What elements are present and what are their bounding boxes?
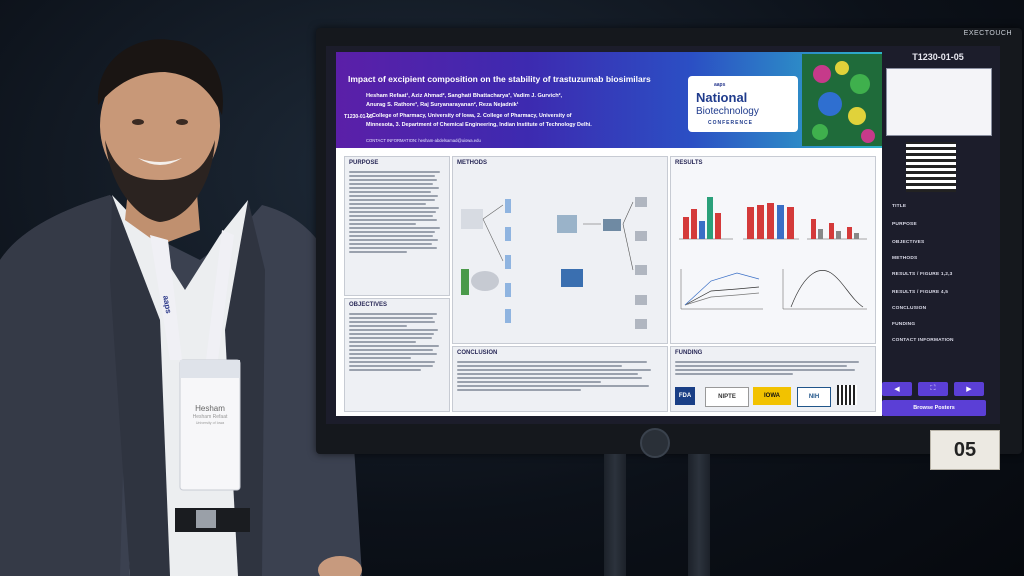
poster-affiliations: 1. College of Pharmacy, University of Io… [366, 112, 686, 129]
nav-item-methods[interactable]: METHODS [892, 256, 918, 261]
results-panel: RESULTS [670, 156, 876, 344]
figure-1-bars [679, 197, 733, 240]
affiliation-line-1: 1. College of Pharmacy, University of Io… [366, 113, 572, 119]
poster-contact: CONTACT INFORMATION: hesham-abdelsamad@u… [366, 138, 481, 143]
conference-name-line-1: National [696, 90, 748, 105]
expand-icon: ⛶ [930, 385, 936, 392]
arrow-left-icon: ◀ [894, 386, 900, 393]
poster-title: Impact of excipient composition on the s… [348, 74, 651, 84]
conference-org: aaps [714, 82, 726, 88]
nav-item-conclusion[interactable]: CONCLUSION [892, 306, 927, 311]
objectives-heading: OBJECTIVES [349, 302, 388, 308]
iowa-logo: IOWA [753, 387, 791, 405]
nav-item-results-1[interactable]: RESULTS / FIGURE 1,2,3 [892, 272, 953, 277]
monitor-brand: EXECTOUCH [963, 30, 1012, 37]
nav-item-results-2[interactable]: RESULTS / FIGURE 4,5 [892, 290, 949, 295]
badge-affiliation: University of Iowa [195, 421, 225, 425]
methods-panel: METHODS [452, 156, 668, 344]
badge-name: Hesham [195, 404, 225, 413]
board-number-placard: 05 [930, 430, 1000, 470]
figure-4-lines [680, 269, 763, 310]
prev-button[interactable]: ◀ [882, 382, 912, 396]
poster-navigation: T1230-01-05 TITLE PURPOSE OBJECTIVES MET… [882, 52, 994, 418]
conclusion-panel: CONCLUSION [452, 346, 668, 412]
conclusion-heading: CONCLUSION [457, 350, 498, 356]
authors-line-2: Anurag S. Rathore³, Raj Suryanarayanan²,… [366, 102, 519, 108]
presenter-person [0, 39, 362, 576]
nav-item-contact[interactable]: CONTACT INFORMATION [892, 338, 954, 343]
results-heading: RESULTS [675, 160, 703, 166]
funding-panel: FUNDING FDA NIPTE IOWA NIH [670, 346, 876, 412]
figure-5-curve [782, 269, 867, 310]
purpose-text [345, 171, 449, 253]
fda-logo: FDA [675, 387, 695, 405]
funding-qr-icon [837, 385, 857, 405]
poster-authors: Hesham Refaat¹, Aziz Ahmad², Sanghati Bh… [366, 92, 666, 110]
stand-leg-left [604, 454, 626, 576]
conference-logo [688, 76, 798, 132]
nav-item-purpose[interactable]: PURPOSE [892, 222, 917, 227]
purpose-heading: PURPOSE [349, 160, 379, 166]
poster-code: T1230-01-05 [344, 114, 373, 120]
badge-subname: Hesham Refaat [192, 414, 228, 420]
qr-code-icon [906, 142, 956, 192]
methods-heading: METHODS [457, 160, 487, 166]
nav-item-funding[interactable]: FUNDING [892, 322, 916, 327]
poster-thumbnail[interactable] [886, 68, 992, 136]
affiliation-line-2: Minnesota, 3. Department of Chemical Eng… [366, 121, 592, 128]
e-poster: Impact of excipient composition on the s… [336, 52, 882, 416]
conference-name-line-2: Biotechnology [696, 106, 759, 117]
funding-heading: FUNDING [675, 350, 703, 356]
purpose-panel: PURPOSE [344, 156, 450, 296]
funding-text [671, 361, 875, 375]
conference-name-line-3: CONFERENCE [708, 120, 754, 126]
nav-poster-code: T1230-01-05 [912, 52, 964, 62]
figure-2-bars [743, 203, 799, 240]
expand-button[interactable]: ⛶ [918, 382, 948, 396]
nih-logo: NIH [797, 387, 831, 407]
browse-posters-button[interactable]: Browse Posters [882, 400, 986, 416]
nav-item-title[interactable]: TITLE [892, 204, 907, 209]
stand-leg-right [688, 454, 710, 576]
arrow-right-icon: ▶ [966, 386, 972, 393]
conclusion-text [453, 361, 667, 391]
objectives-text [345, 313, 449, 371]
objectives-panel: OBJECTIVES [344, 298, 450, 412]
methods-diagram [461, 197, 647, 329]
nipte-logo: NIPTE [705, 387, 749, 407]
results-figures [679, 197, 867, 310]
next-button[interactable]: ▶ [954, 382, 984, 396]
nav-item-objectives[interactable]: OBJECTIVES [892, 240, 925, 245]
molecule-illustration [802, 54, 882, 146]
authors-line-1: Hesham Refaat¹, Aziz Ahmad², Sanghati Bh… [366, 93, 563, 99]
stand-hub [640, 428, 670, 458]
figure-3-bars [807, 219, 867, 240]
